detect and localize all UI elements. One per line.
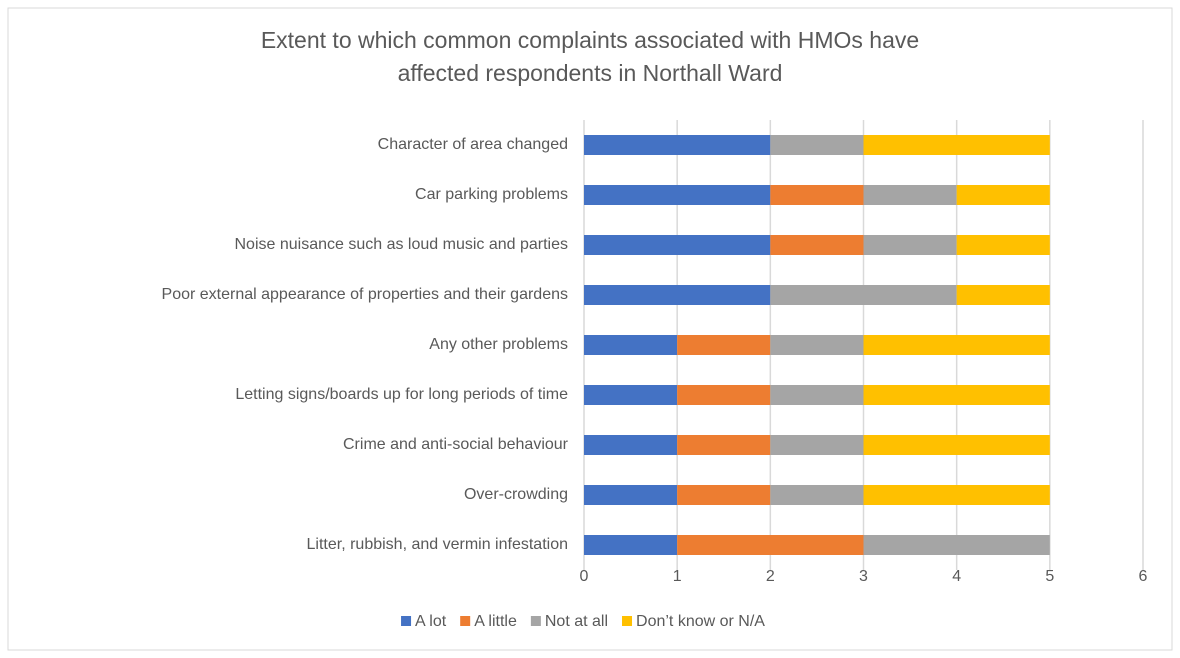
y-tick-label: Character of area changed	[378, 136, 568, 153]
legend-label: Don’t know or N/A	[636, 613, 765, 630]
y-tick-label: Noise nuisance such as loud music and pa…	[234, 236, 568, 253]
legend-label: Not at all	[545, 613, 608, 630]
y-tick-label: Litter, rubbish, and vermin infestation	[307, 536, 568, 553]
bar-segment	[956, 235, 1050, 255]
x-tick-label: 4	[952, 568, 961, 585]
bar-segment	[677, 435, 771, 455]
bar-segment	[584, 435, 678, 455]
y-tick-label: Any other problems	[429, 336, 568, 353]
bar-segment	[863, 535, 1050, 555]
x-tick-label: 1	[673, 568, 682, 585]
bar-segment	[770, 385, 864, 405]
bar-segment	[770, 235, 864, 255]
legend-swatch	[401, 616, 412, 626]
y-tick-label: Over-crowding	[464, 486, 568, 503]
bar-segment	[584, 285, 771, 305]
bar-segment	[956, 185, 1050, 205]
bar-segment	[863, 235, 957, 255]
x-tick-label: 6	[1139, 568, 1148, 585]
y-tick-label: Crime and anti-social behaviour	[343, 436, 569, 453]
bar-segment	[584, 385, 678, 405]
bar-segment	[584, 235, 771, 255]
bar-segment	[584, 485, 678, 505]
y-tick-label: Car parking problems	[415, 186, 568, 203]
y-tick-label: Letting signs/boards up for long periods…	[235, 386, 568, 403]
bar-segment	[863, 385, 1050, 405]
legend-swatch	[622, 616, 633, 626]
bar-segment	[863, 185, 957, 205]
bar-segment	[584, 135, 771, 155]
legend-label: A little	[474, 613, 517, 630]
bar-segment	[677, 335, 771, 355]
legend-label: A lot	[415, 613, 447, 630]
bar-segment	[677, 535, 864, 555]
bar-segment	[770, 135, 864, 155]
legend-swatch	[530, 616, 541, 626]
x-tick-label: 0	[580, 568, 589, 585]
bar-segment	[863, 335, 1050, 355]
bar-segment	[770, 485, 864, 505]
bar-segment	[584, 335, 678, 355]
bar-segment	[677, 385, 771, 405]
bar-segment	[863, 435, 1050, 455]
bar-segment	[584, 535, 678, 555]
bar-segment	[677, 485, 771, 505]
bar-segment	[956, 285, 1050, 305]
bar-segment	[770, 435, 864, 455]
bar-segment	[584, 185, 771, 205]
bar-segment	[770, 335, 864, 355]
chart-title: Extent to which common complaints associ…	[260, 27, 920, 86]
y-tick-label: Poor external appearance of properties a…	[162, 286, 568, 303]
x-tick-label: 2	[766, 568, 775, 585]
x-tick-label: 3	[859, 568, 868, 585]
x-tick-label: 5	[1045, 568, 1054, 585]
bar-segment	[770, 185, 864, 205]
bar-segment	[863, 485, 1050, 505]
bar-segment	[863, 135, 1050, 155]
legend-swatch	[460, 616, 471, 626]
bar-segment	[770, 285, 957, 305]
